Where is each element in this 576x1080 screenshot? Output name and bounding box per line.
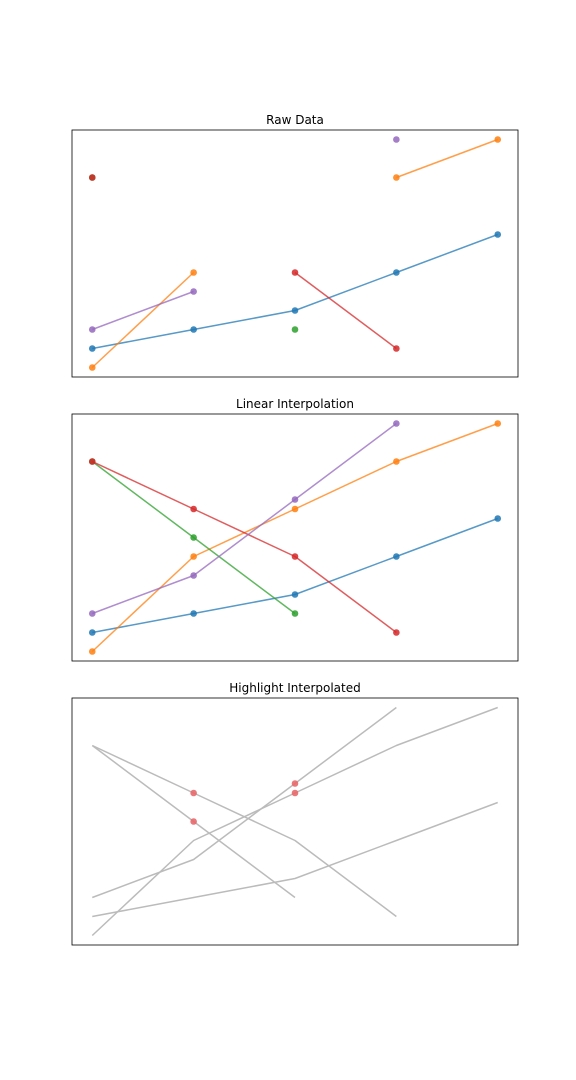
data-point bbox=[88, 629, 96, 636]
interpolated-point bbox=[190, 818, 197, 825]
series-5 bbox=[92, 706, 397, 899]
series-1 bbox=[88, 231, 502, 352]
axes-frame bbox=[71, 129, 519, 378]
series-line bbox=[294, 271, 397, 350]
data-point bbox=[291, 591, 299, 598]
data-point bbox=[393, 345, 400, 352]
data-point bbox=[291, 496, 299, 503]
highlighted-points bbox=[190, 780, 299, 825]
data-point bbox=[393, 629, 400, 636]
chart-panel-2: Linear Interpolation bbox=[71, 397, 519, 662]
interpolated-point bbox=[190, 789, 197, 797]
data-point bbox=[494, 136, 502, 143]
data-point bbox=[190, 534, 197, 541]
data-point bbox=[190, 326, 197, 333]
data-point bbox=[88, 610, 96, 617]
series-line bbox=[92, 422, 397, 615]
interpolated-point bbox=[291, 780, 299, 787]
series-line bbox=[91, 460, 397, 634]
data-point bbox=[190, 572, 197, 579]
series-1 bbox=[92, 801, 498, 918]
data-point bbox=[291, 307, 299, 314]
data-point bbox=[190, 553, 197, 560]
data-point bbox=[291, 326, 299, 333]
series-4 bbox=[88, 458, 400, 636]
data-point bbox=[190, 610, 197, 617]
data-point bbox=[393, 269, 400, 276]
axes-frame bbox=[71, 697, 519, 946]
data-point bbox=[190, 269, 197, 276]
data-point bbox=[291, 553, 299, 560]
data-point bbox=[393, 420, 400, 427]
data-point bbox=[291, 610, 299, 617]
series-2 bbox=[88, 136, 502, 371]
series-1 bbox=[88, 515, 502, 636]
data-point bbox=[393, 174, 400, 181]
chart-title: Highlight Interpolated bbox=[229, 681, 361, 695]
data-point bbox=[190, 505, 197, 513]
data-point bbox=[494, 231, 502, 238]
series-4 bbox=[88, 174, 400, 352]
series-line bbox=[396, 138, 498, 179]
data-point bbox=[88, 648, 96, 655]
series-line bbox=[92, 706, 397, 899]
data-point bbox=[88, 345, 96, 352]
data-point bbox=[291, 269, 299, 276]
axes-frame bbox=[71, 413, 519, 662]
series-5 bbox=[88, 420, 400, 617]
data-point bbox=[88, 364, 96, 371]
data-point bbox=[393, 458, 400, 465]
series-line bbox=[91, 744, 397, 918]
chart-title: Raw Data bbox=[266, 113, 324, 127]
data-point bbox=[393, 553, 400, 560]
data-point bbox=[291, 505, 299, 513]
chart-panel-1: Raw Data bbox=[71, 113, 519, 378]
series-4 bbox=[91, 744, 397, 918]
data-point bbox=[88, 458, 96, 465]
chart-title: Linear Interpolation bbox=[236, 397, 354, 411]
data-point bbox=[393, 136, 400, 143]
series-line bbox=[92, 801, 498, 918]
series-line bbox=[91, 271, 195, 369]
data-point bbox=[190, 288, 197, 295]
series-line bbox=[92, 290, 194, 331]
data-point bbox=[494, 515, 502, 522]
data-point bbox=[88, 326, 96, 333]
interpolated-point bbox=[291, 789, 299, 797]
data-point bbox=[88, 174, 96, 181]
series-5 bbox=[88, 136, 400, 333]
data-point bbox=[494, 420, 502, 427]
chart-panel-3: Highlight Interpolated bbox=[71, 681, 519, 946]
